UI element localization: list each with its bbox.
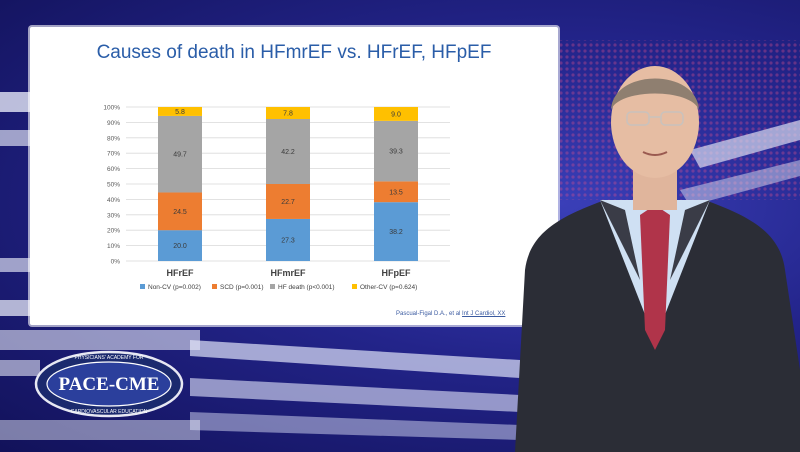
data-label: 24.5 xyxy=(173,209,187,216)
data-label: 20.0 xyxy=(173,243,187,250)
citation-authors: Pascual-Figal D.A., et al xyxy=(396,311,461,317)
category-label: HFmrEF xyxy=(270,268,306,278)
pace-cme-logo: PACE-CME PHYSICIANS' ACADEMY FOR CARDIOV… xyxy=(34,350,184,418)
logo-arc-top: PHYSICIANS' ACADEMY FOR xyxy=(75,355,144,361)
y-tick-label: 100% xyxy=(103,105,120,112)
logo-arc-bottom: CARDIOVASCULAR EDUCATION xyxy=(71,409,148,415)
y-tick-label: 0% xyxy=(111,259,121,266)
bar-segment xyxy=(374,181,418,203)
data-label: 49.7 xyxy=(173,152,187,159)
y-tick-label: 30% xyxy=(107,212,120,219)
legend-item: HF death (p<0.001) xyxy=(278,284,335,291)
legend-swatch xyxy=(212,284,217,289)
bar-segment xyxy=(266,119,310,184)
bar-segment xyxy=(158,192,202,231)
slide-title: Causes of death in HFmrEF vs. HFrEF, HFp… xyxy=(96,42,492,63)
data-label: 27.3 xyxy=(281,237,295,244)
y-tick-label: 20% xyxy=(107,228,120,235)
legend-swatch xyxy=(270,284,275,289)
y-tick-label: 50% xyxy=(107,182,120,189)
data-label: 42.2 xyxy=(281,149,295,156)
citation: Pascual-Figal D.A., et al Int J Cardiol,… xyxy=(396,311,505,317)
bar-segment xyxy=(158,115,202,193)
y-tick-label: 70% xyxy=(107,151,120,158)
category-label: HFpEF xyxy=(382,268,411,278)
bar-segment xyxy=(374,120,418,182)
bar-segment xyxy=(266,218,310,261)
citation-journal[interactable]: Int J Cardiol, XX xyxy=(462,311,506,317)
category-label: HFrEF xyxy=(167,268,195,278)
bar-segment xyxy=(374,202,418,261)
data-label: 5.8 xyxy=(175,109,185,116)
logo-text: PACE-CME xyxy=(59,374,160,395)
y-tick-label: 40% xyxy=(107,197,120,204)
bar-segment xyxy=(158,107,202,116)
bar-segment xyxy=(266,107,310,120)
data-label: 22.7 xyxy=(281,199,295,206)
y-tick-label: 90% xyxy=(107,120,120,127)
legend-swatch xyxy=(352,284,357,289)
bar-segment xyxy=(374,107,418,121)
legend-item: Non-CV (p=0.002) xyxy=(148,284,201,291)
bar-segment xyxy=(158,230,202,261)
presenter-video xyxy=(515,66,800,452)
y-tick-label: 10% xyxy=(107,243,120,250)
presentation-slide: Causes of death in HFmrEF vs. HFrEF, HFp… xyxy=(30,27,558,325)
data-label: 7.8 xyxy=(283,111,293,118)
bar-segment xyxy=(266,184,310,219)
data-label: 39.3 xyxy=(389,149,403,156)
stacked-bar-chart: 0% 10% 20% 30% 40% 50% 60% 70% 80% 90% 100% 20.0 24.… xyxy=(103,105,450,291)
y-tick-label: 60% xyxy=(107,166,120,173)
legend-swatch xyxy=(140,284,145,289)
data-label: 9.0 xyxy=(391,111,401,118)
y-tick-label: 80% xyxy=(107,135,120,142)
data-label: 38.2 xyxy=(389,229,403,236)
legend-item: Other-CV (p=0.624) xyxy=(360,284,417,291)
legend-item: SCD (p=0.001) xyxy=(220,284,264,291)
data-label: 13.5 xyxy=(389,189,403,196)
